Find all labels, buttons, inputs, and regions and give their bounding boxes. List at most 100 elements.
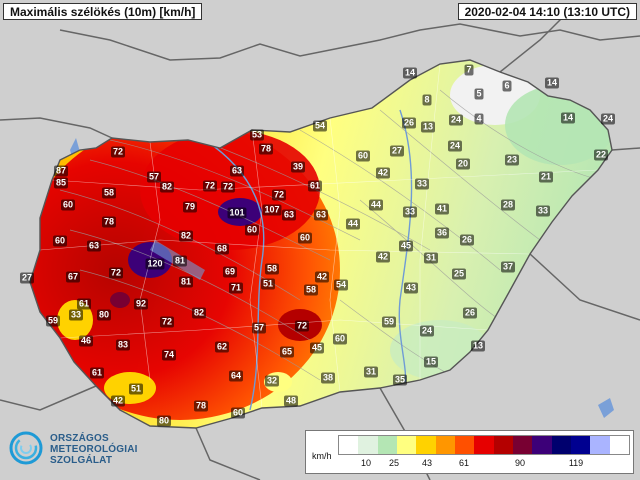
legend-color-bar (338, 435, 630, 455)
station-gust-value: 63 (313, 209, 329, 221)
station-gust-value: 81 (178, 276, 194, 288)
station-gust-value: 44 (368, 199, 384, 211)
station-gust-value: 61 (76, 298, 92, 310)
legend-tick: 10 (360, 458, 372, 468)
station-gust-value: 14 (544, 77, 560, 89)
station-gust-value: 85 (53, 177, 69, 189)
station-gust-value: 38 (320, 372, 336, 384)
station-gust-value: 59 (45, 315, 61, 327)
station-gust-value: 53 (249, 129, 265, 141)
station-gust-value: 14 (402, 67, 418, 79)
station-gust-value: 42 (110, 395, 126, 407)
station-gust-value: 15 (423, 356, 439, 368)
logo-line-2: METEOROLÓGIAI (50, 444, 138, 455)
station-gust-value: 41 (434, 203, 450, 215)
station-gust-value: 72 (108, 267, 124, 279)
station-gust-value: 8 (422, 94, 432, 106)
station-gust-value: 69 (222, 266, 238, 278)
station-gust-value: 60 (60, 199, 76, 211)
station-gust-value: 87 (53, 165, 69, 177)
station-gust-value: 45 (398, 240, 414, 252)
station-gust-value: 81 (172, 255, 188, 267)
station-gust-value: 28 (500, 199, 516, 211)
legend-tick: 119 (568, 458, 584, 468)
station-gust-value: 72 (110, 146, 126, 158)
station-gust-value: 6 (502, 80, 512, 92)
legend-swatch (493, 436, 513, 454)
legend-tick: 25 (388, 458, 400, 468)
legend-tick: 61 (458, 458, 470, 468)
station-gust-value: 60 (230, 407, 246, 419)
legend-swatch (435, 436, 455, 454)
station-gust-value: 44 (345, 218, 361, 230)
station-gust-value: 24 (419, 325, 435, 337)
legend-tick: 90 (514, 458, 526, 468)
station-gust-value: 80 (156, 415, 172, 427)
station-gust-value: 32 (264, 375, 280, 387)
legend-swatch (609, 436, 629, 454)
station-gust-value: 48 (283, 395, 299, 407)
station-gust-value: 26 (462, 307, 478, 319)
station-gust-value: 83 (115, 339, 131, 351)
station-gust-value: 72 (294, 320, 310, 332)
station-gust-value: 60 (355, 150, 371, 162)
station-gust-value: 21 (538, 171, 554, 183)
omsz-logo: ORSZÁGOS METEOROLÓGIAI SZOLGÁLAT (8, 428, 158, 474)
station-gust-value: 54 (312, 120, 328, 132)
legend-swatch (570, 436, 591, 454)
legend-swatch (358, 436, 378, 454)
legend-swatch (377, 436, 397, 454)
station-gust-value: 61 (89, 367, 105, 379)
station-gust-value: 67 (65, 271, 81, 283)
station-gust-value: 27 (389, 145, 405, 157)
station-gust-value: 82 (178, 230, 194, 242)
station-gust-value: 37 (500, 261, 516, 273)
station-gust-value: 64 (228, 370, 244, 382)
station-gust-value: 72 (202, 180, 218, 192)
station-gust-value: 26 (401, 117, 417, 129)
station-gust-value: 65 (279, 346, 295, 358)
station-gust-value: 42 (314, 271, 330, 283)
station-gust-value: 82 (159, 181, 175, 193)
station-gust-value: 33 (68, 309, 84, 321)
map-title: Maximális szélökés (10m) [km/h] (3, 3, 203, 20)
station-gust-value: 72 (159, 316, 175, 328)
station-gust-value: 58 (264, 263, 280, 275)
legend-swatch (590, 436, 610, 454)
station-gust-value: 57 (146, 171, 162, 183)
legend-swatch (339, 436, 359, 454)
station-gust-value: 58 (101, 187, 117, 199)
station-gust-value: 61 (307, 180, 323, 192)
station-gust-value: 45 (309, 342, 325, 354)
omsz-swirl-logo-icon (9, 431, 43, 465)
station-gust-value: 46 (78, 335, 94, 347)
station-gust-value: 31 (363, 366, 379, 378)
station-gust-value: 68 (214, 243, 230, 255)
legend-swatch (454, 436, 475, 454)
station-gust-value: 24 (448, 114, 464, 126)
station-gust-value: 78 (193, 400, 209, 412)
legend-swatch (396, 436, 417, 454)
station-gust-value: 20 (455, 158, 471, 170)
legend-swatch (474, 436, 494, 454)
station-gust-value: 58 (303, 284, 319, 296)
station-gust-value: 27 (19, 272, 35, 284)
station-gust-value: 7 (464, 64, 474, 76)
legend-swatch (551, 436, 571, 454)
station-gust-value: 36 (434, 227, 450, 239)
station-gust-value: 24 (600, 113, 616, 125)
station-gust-value: 35 (392, 374, 408, 386)
station-gust-value: 25 (451, 268, 467, 280)
station-gust-value: 101 (227, 207, 247, 219)
station-gust-value: 42 (375, 251, 391, 263)
station-gust-value: 63 (229, 165, 245, 177)
station-gust-value: 39 (290, 161, 306, 173)
station-gust-value: 78 (101, 216, 117, 228)
station-gust-value: 71 (228, 282, 244, 294)
station-gust-value: 13 (470, 340, 486, 352)
station-gust-value: 80 (96, 309, 112, 321)
legend-tick: 43 (421, 458, 433, 468)
station-gust-value: 82 (191, 307, 207, 319)
station-gust-value: 79 (182, 201, 198, 213)
